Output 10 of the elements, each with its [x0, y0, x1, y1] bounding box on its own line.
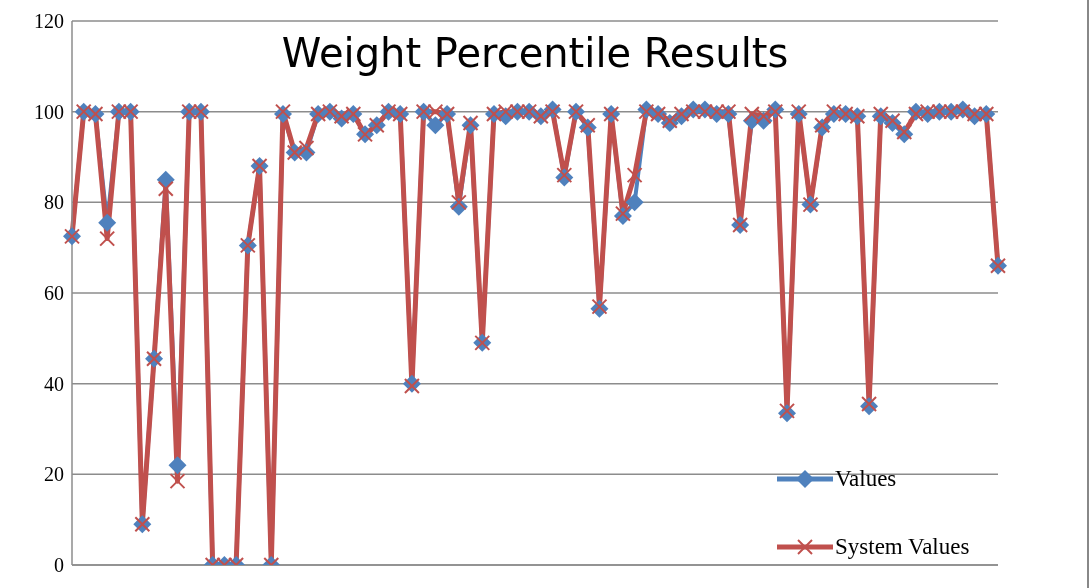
legend-label: Values: [835, 466, 897, 492]
y-tick-label: 60: [44, 282, 64, 305]
y-tick-label: 80: [44, 191, 64, 214]
y-tick-label: 120: [34, 10, 64, 33]
chart-title: Weight Percentile Results: [280, 30, 790, 76]
y-tick-label: 40: [44, 372, 64, 395]
legend-label: System Values: [835, 534, 970, 560]
y-tick-label: 100: [34, 100, 64, 123]
y-tick-label: 0: [54, 554, 64, 577]
y-tick-label: 20: [44, 463, 64, 486]
